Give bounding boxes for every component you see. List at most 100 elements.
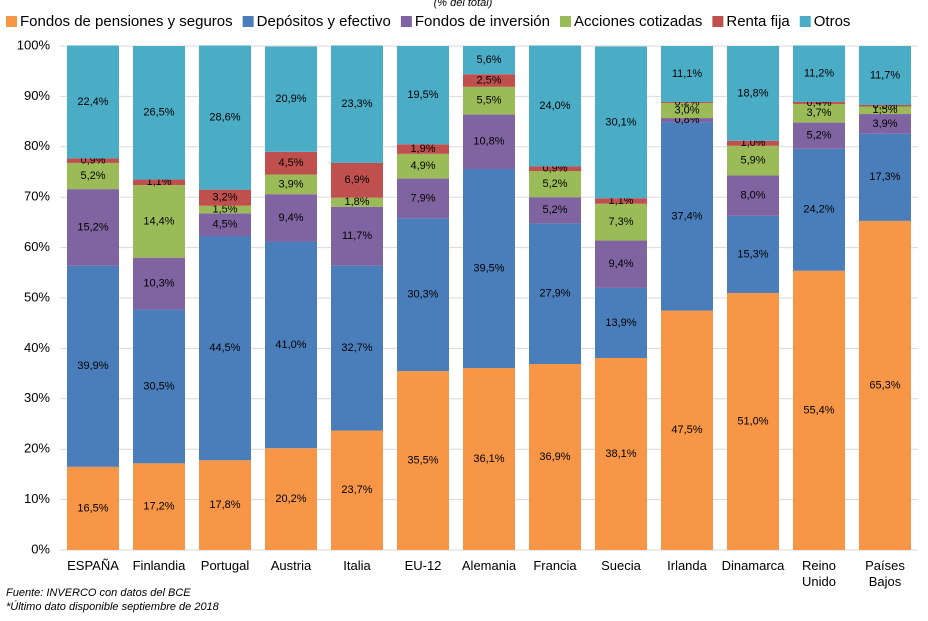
value-label: 3,2% <box>212 192 237 204</box>
value-label: 5,6% <box>476 54 501 66</box>
value-label: 22,4% <box>77 96 108 108</box>
bar-segment <box>67 162 119 190</box>
bar-segment <box>397 153 449 179</box>
legend-label: Fondos de inversión <box>415 13 550 30</box>
value-label: 30,3% <box>407 289 438 301</box>
bar-segment <box>727 175 779 216</box>
value-label: 17,8% <box>209 499 240 511</box>
value-label: 4,9% <box>410 160 435 172</box>
value-label: 19,5% <box>407 89 438 101</box>
value-label: 44,5% <box>209 342 240 354</box>
x-tick-label: Dinamarca <box>721 558 785 573</box>
bar-segment <box>463 114 515 169</box>
bar-segment <box>529 197 581 224</box>
value-label: 20,2% <box>275 493 306 505</box>
value-label: 23,7% <box>341 484 372 496</box>
bar-segment <box>793 122 845 149</box>
x-tick-label: Irlanda <box>667 558 707 573</box>
legend-label: Depósitos y efectivo <box>257 13 391 30</box>
value-label: 15,2% <box>77 221 108 233</box>
bar-segment <box>859 106 911 115</box>
bar-segment <box>67 158 119 163</box>
bar-segment <box>67 45 119 159</box>
y-tick-label: 80% <box>24 138 50 153</box>
value-label: 36,1% <box>473 453 504 465</box>
value-label: 7,3% <box>608 216 633 228</box>
y-tick-label: 90% <box>24 88 50 103</box>
bar-segment <box>331 206 383 266</box>
bar-segment <box>661 118 713 123</box>
bar-segment <box>133 463 185 550</box>
bar-segment <box>463 74 515 87</box>
value-label: 1,5% <box>212 203 237 215</box>
legend-swatch <box>559 16 571 27</box>
value-label: 17,2% <box>143 501 174 513</box>
bar-segment <box>859 220 911 550</box>
bar-segment <box>727 140 779 146</box>
legend-swatch <box>799 16 811 27</box>
x-tick-label: Finlandia <box>132 558 186 573</box>
bar-segment <box>67 466 119 550</box>
value-label: 6,9% <box>344 174 369 186</box>
value-label: 23,3% <box>341 98 372 110</box>
bar-segment <box>661 101 713 103</box>
bar-segment <box>529 223 581 365</box>
bar-segment <box>265 448 317 550</box>
bar-segment <box>67 189 119 266</box>
bar-segment <box>859 114 911 134</box>
bar-segment <box>661 102 713 119</box>
bar-segment <box>859 104 911 107</box>
y-tick-label: 60% <box>24 239 50 254</box>
bar-segment <box>595 287 647 358</box>
value-label: 9,4% <box>278 212 303 224</box>
value-label: 27,9% <box>539 288 570 300</box>
value-label: 32,7% <box>341 342 372 354</box>
value-label: 3,9% <box>278 178 303 190</box>
bar-segment <box>67 265 119 467</box>
legend-swatch <box>712 16 724 27</box>
x-tick-label: Alemania <box>461 558 517 573</box>
value-label: 39,5% <box>473 262 504 274</box>
bar-segment <box>793 101 845 104</box>
bar-segment <box>331 197 383 207</box>
bar-segment <box>199 45 251 190</box>
bar-segment <box>793 148 845 271</box>
x-tick-label: Portugal <box>200 558 250 573</box>
bar-segment <box>859 133 911 221</box>
bar-segment <box>463 368 515 550</box>
y-tick-label: 20% <box>24 441 50 456</box>
subtitle: (% del total) <box>434 0 493 9</box>
bar-segment <box>463 46 515 75</box>
value-label: 24,0% <box>539 100 570 112</box>
bar-segment <box>661 46 713 102</box>
value-label: 55,4% <box>803 404 834 416</box>
value-label: 20,9% <box>275 93 306 105</box>
bar-segment <box>727 46 779 141</box>
value-label: 5,9% <box>740 155 765 167</box>
value-label: 30,1% <box>605 116 636 128</box>
bar-segment <box>727 145 779 176</box>
x-tick-label: Italia <box>343 558 371 573</box>
x-tick-label: Países Bajos <box>865 558 905 589</box>
y-tick-label: 50% <box>24 289 50 304</box>
value-label: 15,3% <box>737 248 768 260</box>
y-tick-label: 0% <box>31 541 50 556</box>
value-label: 37,4% <box>671 210 702 222</box>
legend-label: Fondos de pensiones y seguros <box>20 13 233 30</box>
value-label: 3,7% <box>806 107 831 119</box>
legend-label: Otros <box>814 13 851 30</box>
y-tick-label: 10% <box>24 491 50 506</box>
value-label: 17,3% <box>869 171 900 183</box>
value-label: 5,5% <box>476 95 501 107</box>
legend-swatch <box>400 16 412 27</box>
bar-segment <box>397 144 449 154</box>
bar-segment <box>199 205 251 214</box>
y-tick-label: 70% <box>24 189 50 204</box>
bar-segment <box>265 241 317 449</box>
bar-segment <box>529 364 581 550</box>
bar-segment <box>331 430 383 550</box>
y-tick-label: 40% <box>24 340 50 355</box>
bar-segment <box>265 151 317 175</box>
legend-swatch <box>242 16 254 27</box>
value-label: 8,0% <box>740 190 765 202</box>
